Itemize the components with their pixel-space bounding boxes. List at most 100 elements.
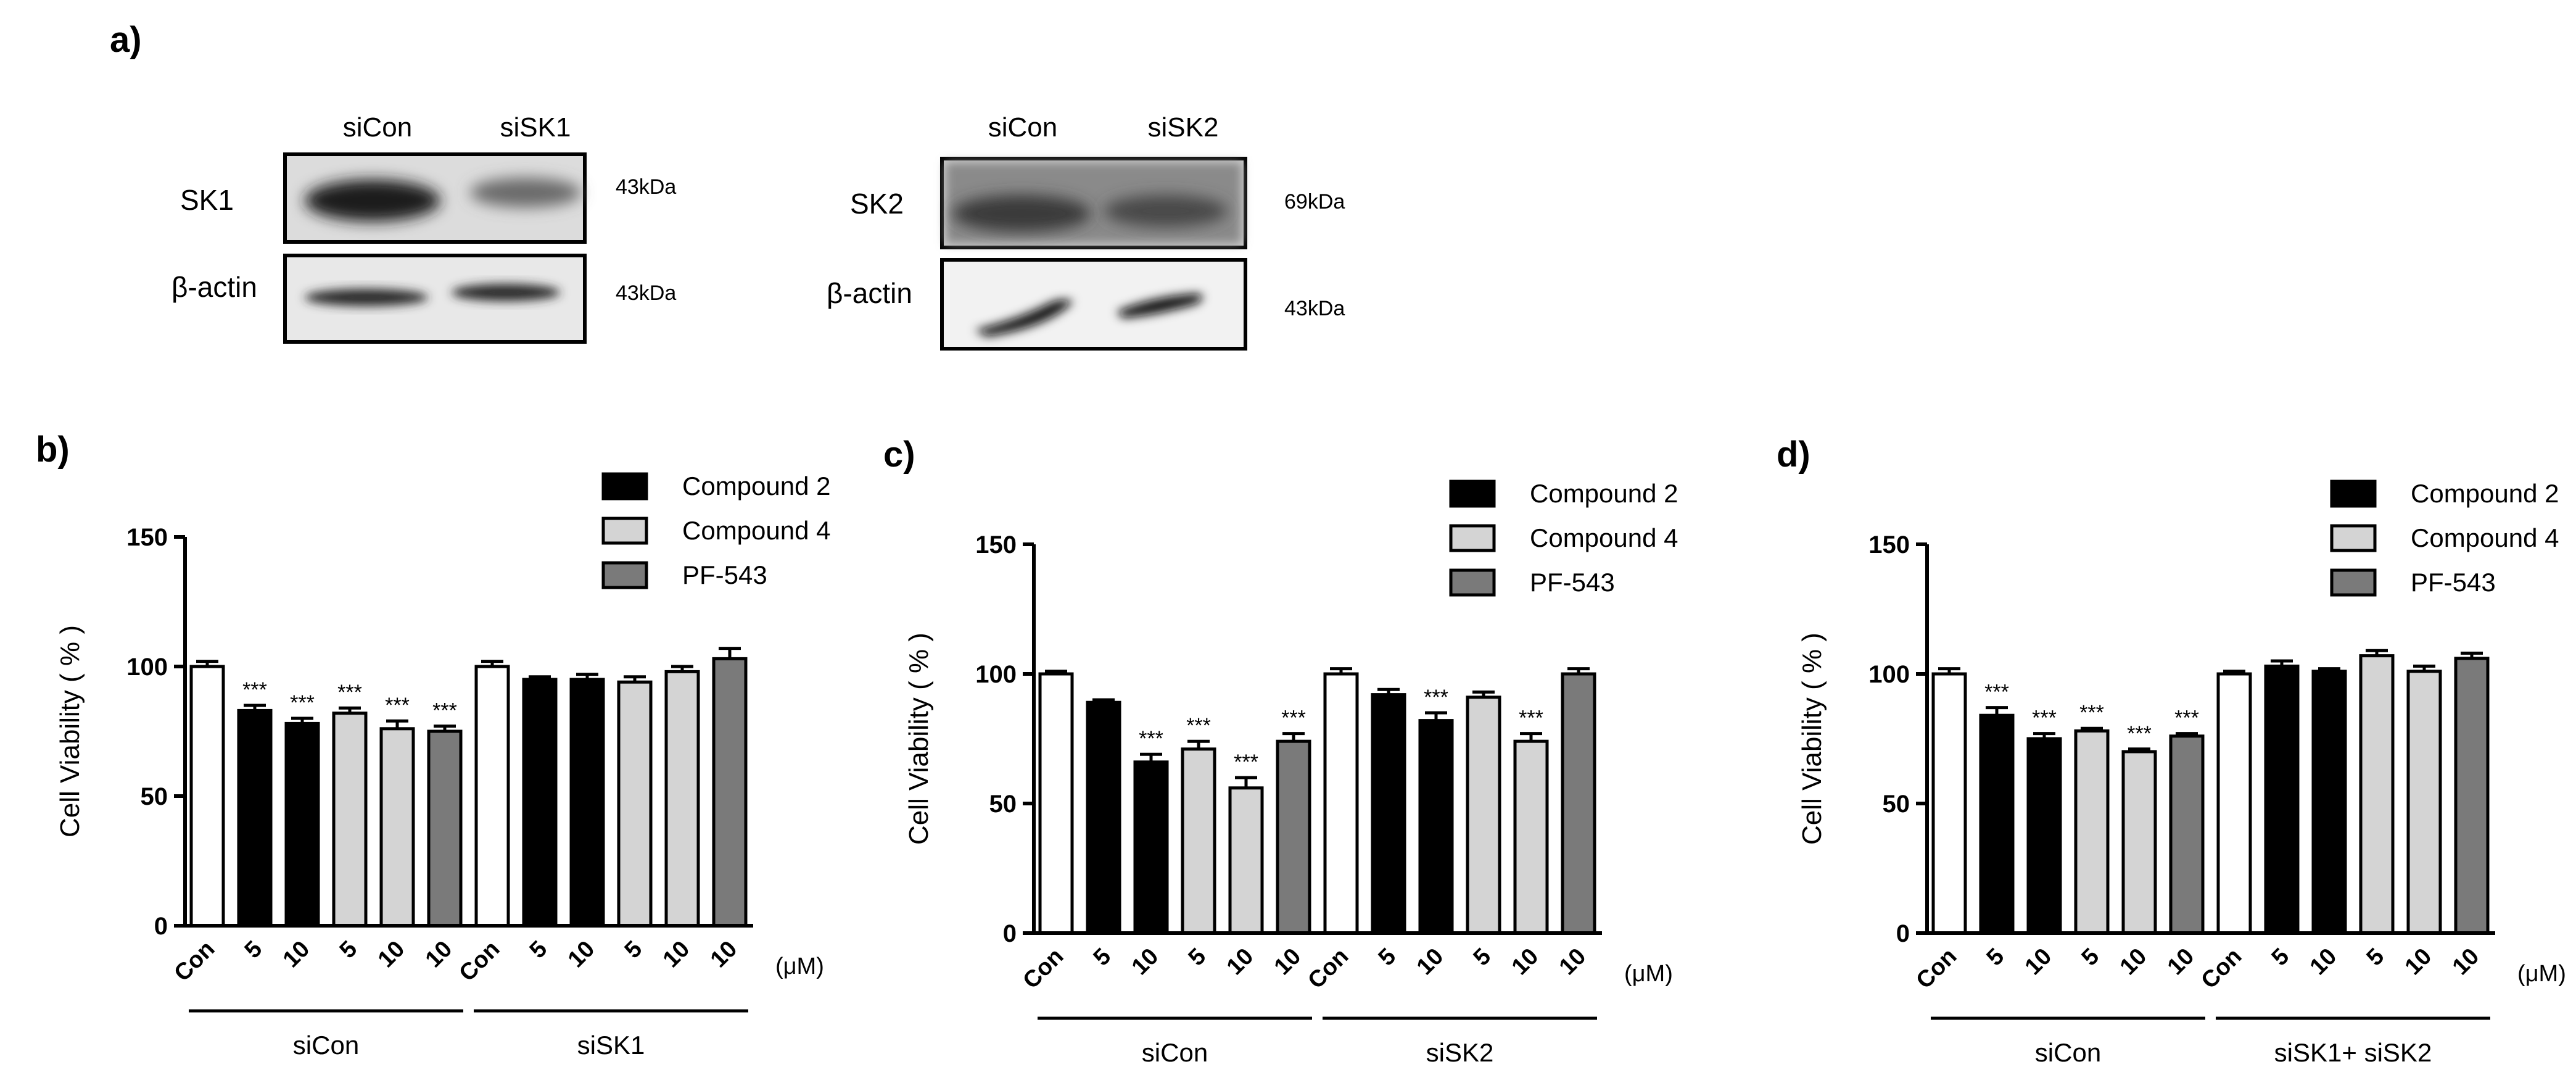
x-tick-label: 5	[1469, 944, 1496, 971]
bar	[1371, 693, 1406, 935]
legend-label: Compound 2	[682, 471, 831, 500]
bar	[2311, 670, 2347, 935]
blot-band	[470, 178, 581, 207]
y-tick-label: 100	[126, 654, 168, 681]
chart-panel-d: 0 50 100 150 Cell Viability ( % ) Con *** 5 *** 1…	[1797, 479, 2566, 1067]
x-tick-label: 5	[525, 936, 553, 964]
y-tick-label: 150	[975, 531, 1017, 559]
bar	[712, 657, 748, 928]
x-tick-label: 10	[1127, 944, 1164, 981]
bar	[2026, 737, 2062, 935]
significance-marker: ***	[290, 691, 315, 715]
group-label: siSK1	[577, 1031, 645, 1060]
x-tick-label: 10	[1507, 944, 1544, 981]
y-tick-label: 100	[1868, 661, 1910, 688]
blot-band	[1104, 195, 1228, 227]
blot-band	[1117, 294, 1203, 318]
x-tick-label: Con	[454, 936, 505, 987]
blot-mw-label: 43kDa	[616, 175, 676, 199]
significance-marker: ***	[2079, 701, 2104, 725]
x-tick-label: Con	[2196, 944, 2247, 994]
legend-swatch	[1449, 568, 1496, 597]
blot-sk1: siCon siSK1 SK1 43kDa β-actin 43kDa	[171, 112, 676, 344]
legend-label: Compound 4	[682, 516, 831, 545]
x-tick-label: Con	[169, 936, 220, 987]
blot-lane-label: siCon	[343, 112, 413, 143]
significance-marker: ***	[1186, 714, 1211, 737]
legend-label: PF-543	[1530, 568, 1615, 597]
blot-row-label: SK2	[850, 188, 904, 220]
bar	[2406, 670, 2442, 935]
x-tick-label: 10	[373, 936, 410, 973]
bar	[569, 678, 605, 928]
blot-lane-label: siCon	[988, 112, 1058, 143]
blot-band	[305, 180, 440, 222]
bar	[1133, 760, 1169, 935]
legend-swatch	[1449, 524, 1496, 552]
x-tick-label: 5	[2362, 944, 2390, 971]
y-tick-label: 50	[141, 783, 168, 810]
group-label: siCon	[2035, 1038, 2101, 1067]
bar	[237, 708, 273, 928]
bar	[2216, 672, 2252, 935]
x-tick-label: 10	[2020, 944, 2057, 981]
y-axis-label: Cell Viability ( % )	[1797, 633, 1827, 845]
significance-marker: ***	[2127, 722, 2152, 745]
x-tick-label: 10	[563, 936, 600, 973]
unit-label: (μM)	[775, 953, 824, 979]
chart-panel-c: 0 50 100 150 Cell Viability ( % ) Con 5 *** 10 **…	[904, 479, 1678, 1067]
x-tick-label: 10	[421, 936, 458, 973]
blot-mw-label: 43kDa	[1284, 297, 1345, 320]
x-tick-label: 10	[2305, 944, 2342, 981]
blot-row-label: β-actin	[827, 277, 912, 309]
bar	[2121, 750, 2157, 935]
bar	[2074, 729, 2110, 935]
bar	[1979, 713, 2015, 935]
bar	[664, 670, 700, 928]
significance-marker: ***	[1984, 681, 2009, 704]
bar	[1561, 672, 1596, 935]
blot-band	[975, 299, 1073, 336]
panel-c-label: c)	[883, 434, 915, 475]
x-tick-label: 5	[620, 936, 648, 964]
bar	[617, 680, 653, 928]
y-tick-label: 50	[1883, 791, 1910, 818]
x-tick-label: 10	[1269, 944, 1307, 981]
blot-row-label: β-actin	[171, 271, 257, 303]
significance-marker: ***	[2174, 707, 2199, 730]
x-tick-label: 10	[1554, 944, 1591, 981]
legend-label: Compound 2	[2411, 479, 2559, 508]
x-tick-label: 10	[706, 936, 743, 973]
y-tick-label: 50	[989, 791, 1017, 818]
panel-d-label: d)	[1777, 434, 1810, 475]
x-tick-label: 10	[658, 936, 695, 973]
x-tick-label: 5	[2267, 944, 2295, 971]
bar	[1466, 696, 1501, 935]
bar	[1086, 700, 1121, 935]
bar	[1228, 786, 1264, 935]
legend-swatch	[601, 561, 648, 589]
bar	[2169, 734, 2205, 935]
y-axis-label: Cell Viability ( % )	[904, 633, 934, 845]
significance-marker: ***	[1281, 707, 1306, 730]
group-label: siSK1+ siSK2	[2274, 1038, 2432, 1067]
group-label: siCon	[1142, 1038, 1208, 1067]
bar	[522, 678, 558, 928]
significance-marker: ***	[242, 678, 267, 702]
legend-label: Compound 2	[1530, 479, 1678, 508]
chart-panel-b: 0 50 100 150 Cell Viability ( % ) Con *** 5 *** 1…	[55, 471, 831, 1060]
significance-marker: ***	[1424, 686, 1448, 709]
panel-a-label: a)	[110, 20, 142, 60]
legend-label: PF-543	[682, 560, 767, 589]
x-tick-label: 5	[335, 936, 363, 964]
y-tick-label: 0	[1896, 920, 1910, 947]
bar	[1418, 719, 1454, 935]
x-tick-label: 5	[1374, 944, 1402, 971]
x-tick-label: Con	[1018, 944, 1068, 994]
legend-label: PF-543	[2411, 568, 2496, 597]
bar	[1931, 672, 1967, 935]
x-tick-label: 5	[1089, 944, 1117, 971]
bar	[2454, 657, 2490, 935]
bar	[332, 712, 368, 928]
